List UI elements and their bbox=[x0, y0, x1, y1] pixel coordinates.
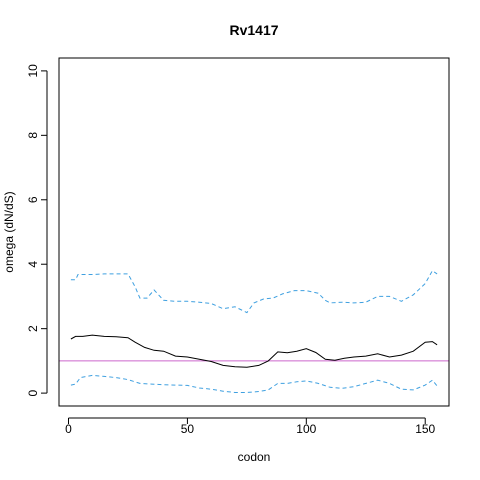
series-layer bbox=[59, 269, 449, 393]
y-tick-label: 2 bbox=[26, 325, 40, 332]
y-tick-label: 8 bbox=[26, 132, 40, 139]
y-axis-label: omega (dN/dS) bbox=[2, 191, 16, 272]
x-tick-label: 50 bbox=[181, 422, 195, 436]
chart-title: Rv1417 bbox=[229, 22, 278, 38]
x-tick-label: 0 bbox=[65, 422, 72, 436]
x-tick-label: 100 bbox=[296, 422, 316, 436]
plot-frame bbox=[58, 57, 450, 407]
y-tick-label: 4 bbox=[26, 261, 40, 268]
omega-line bbox=[70, 334, 438, 368]
y-tick-label: 10 bbox=[26, 64, 40, 78]
y-tick-label: 0 bbox=[26, 389, 40, 396]
lower-bound-line bbox=[70, 374, 438, 393]
x-tick-label: 150 bbox=[415, 422, 435, 436]
upper-bound-line bbox=[70, 269, 438, 314]
y-tick-label: 6 bbox=[26, 196, 40, 203]
axes-layer: 0 50 100 150 0 2 4 6 8 10 bbox=[26, 57, 450, 436]
x-axis-label: codon bbox=[238, 450, 271, 464]
